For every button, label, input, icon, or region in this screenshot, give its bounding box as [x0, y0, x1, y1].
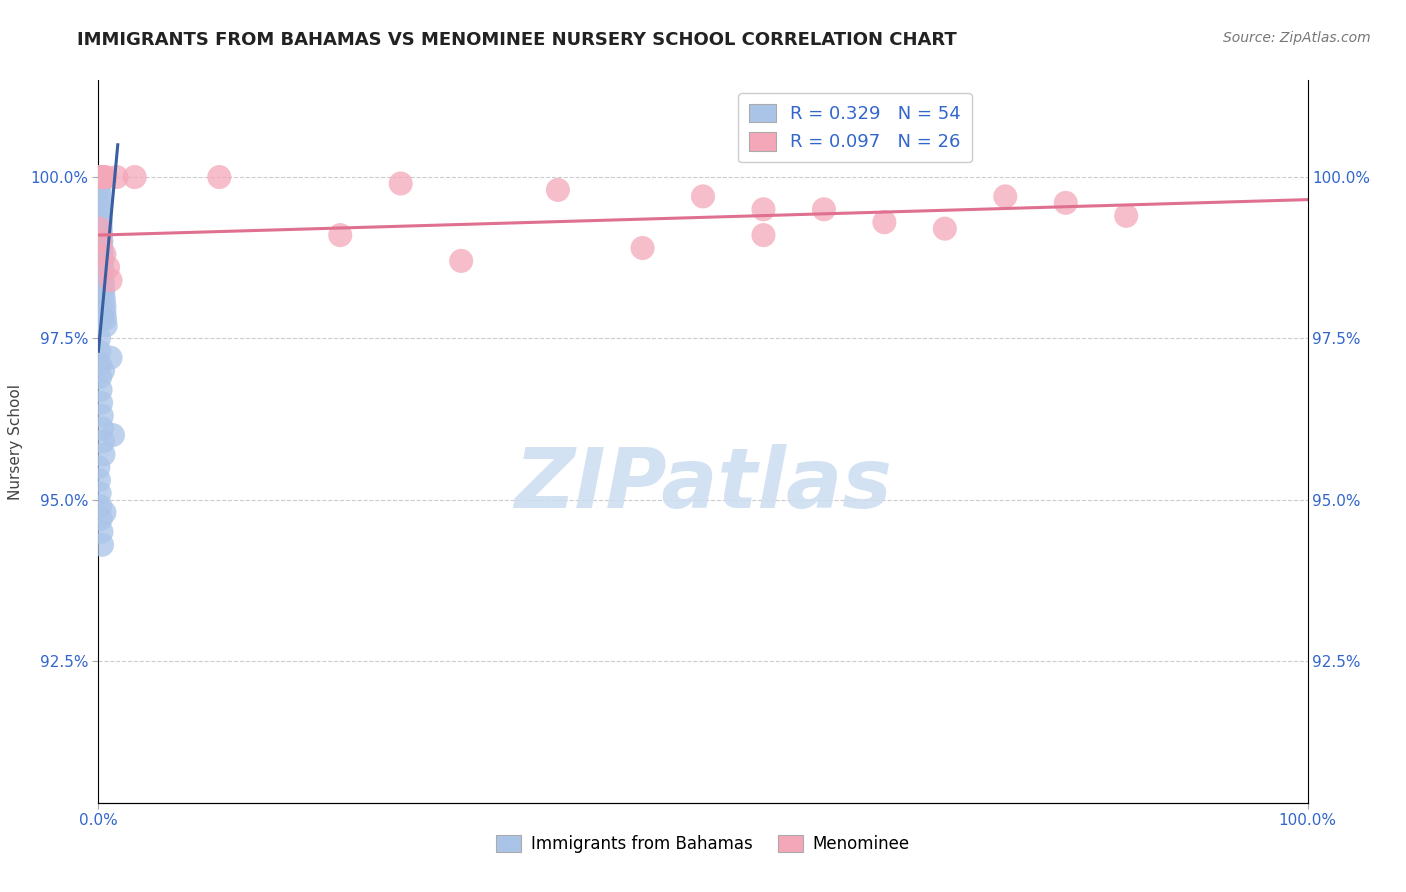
Point [101, 428, 124, 442]
Point [90, 396, 112, 410]
Point [90, 267, 112, 281]
Point [94, 169, 117, 184]
Point [547, 183, 569, 197]
Point [87, 169, 110, 184]
Point [90, 235, 112, 249]
Point [91, 273, 114, 287]
Point [87, 169, 110, 184]
Point [91, 267, 114, 281]
Point [93, 305, 115, 319]
Text: Source: ZipAtlas.com: Source: ZipAtlas.com [1223, 31, 1371, 45]
Point [89, 202, 111, 217]
Point [94, 318, 117, 333]
Point [100, 351, 122, 365]
Text: ZIPatlas: ZIPatlas [515, 444, 891, 525]
Point [752, 202, 775, 217]
Point [87, 169, 110, 184]
Point [97, 260, 120, 275]
Point [631, 241, 654, 255]
Y-axis label: Nursery School: Nursery School [8, 384, 22, 500]
Point [1054, 195, 1077, 210]
Point [93, 447, 115, 461]
Point [90, 409, 112, 423]
Point [94, 312, 117, 326]
Point [89, 370, 111, 384]
Point [90, 524, 112, 539]
Point [91, 169, 114, 184]
Point [87, 473, 110, 487]
Point [208, 169, 231, 184]
Point [90, 215, 112, 229]
Point [91, 260, 114, 275]
Point [89, 344, 111, 359]
Text: IMMIGRANTS FROM BAHAMAS VS MENOMINEE NURSERY SCHOOL CORRELATION CHART: IMMIGRANTS FROM BAHAMAS VS MENOMINEE NUR… [77, 31, 957, 49]
Point [89, 195, 111, 210]
Point [87, 460, 110, 475]
Point [1115, 209, 1137, 223]
Point [100, 273, 122, 287]
Point [87, 331, 110, 345]
Point [93, 506, 115, 520]
Point [89, 499, 111, 513]
Point [91, 286, 114, 301]
Point [105, 169, 128, 184]
Legend: Immigrants from Bahamas, Menominee: Immigrants from Bahamas, Menominee [489, 828, 917, 860]
Point [89, 177, 111, 191]
Point [91, 538, 114, 552]
Point [93, 247, 115, 261]
Point [90, 247, 112, 261]
Point [873, 215, 896, 229]
Point [87, 169, 110, 184]
Point [90, 312, 112, 326]
Point [813, 202, 835, 217]
Point [91, 254, 114, 268]
Point [87, 169, 110, 184]
Point [91, 422, 114, 436]
Point [89, 235, 111, 249]
Point [389, 177, 412, 191]
Point [91, 363, 114, 377]
Point [91, 169, 114, 184]
Point [89, 221, 111, 235]
Point [89, 169, 111, 184]
Point [89, 486, 111, 500]
Point [87, 169, 110, 184]
Point [93, 293, 115, 307]
Point [93, 299, 115, 313]
Point [90, 383, 112, 397]
Point [89, 357, 111, 371]
Point [90, 512, 112, 526]
Point [90, 221, 112, 235]
Point [89, 183, 111, 197]
Point [90, 228, 112, 243]
Point [329, 228, 352, 243]
Point [91, 434, 114, 449]
Point [89, 189, 111, 203]
Point [124, 169, 146, 184]
Point [692, 189, 714, 203]
Point [91, 279, 114, 293]
Point [90, 241, 112, 255]
Point [752, 228, 775, 243]
Point [90, 235, 112, 249]
Point [994, 189, 1017, 203]
Point [934, 221, 956, 235]
Point [89, 169, 111, 184]
Point [450, 254, 472, 268]
Point [90, 209, 112, 223]
